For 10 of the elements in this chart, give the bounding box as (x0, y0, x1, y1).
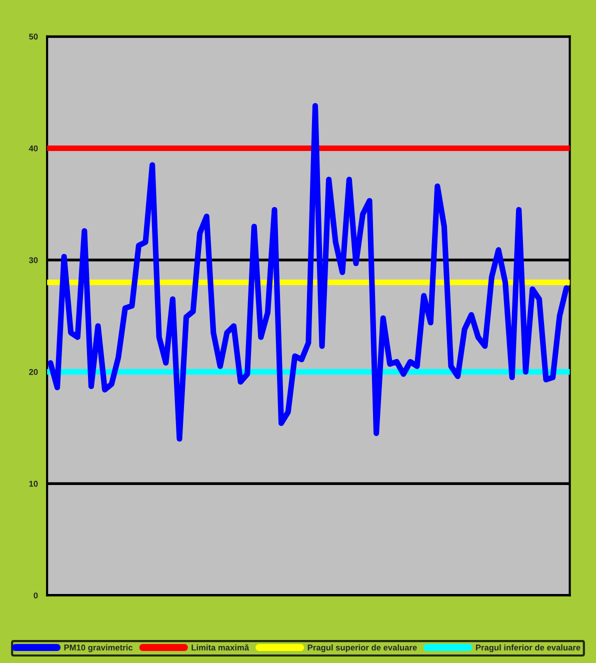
legend-label: PM10 gravimetric (64, 644, 133, 652)
legend-label: Pragul superior de evaluare (308, 644, 417, 652)
y-tick-label: 50 (29, 34, 38, 40)
legend-label: Limita maximă (192, 644, 250, 650)
y-tick-label: 20 (29, 369, 38, 375)
y-tick-label: 0 (34, 592, 38, 598)
y-tick-label: 30 (28, 257, 38, 264)
y-tick-label: 40 (28, 145, 38, 152)
y-tick-label: 10 (29, 480, 38, 487)
legend-label: Pragul inferior de evaluare (476, 644, 580, 652)
